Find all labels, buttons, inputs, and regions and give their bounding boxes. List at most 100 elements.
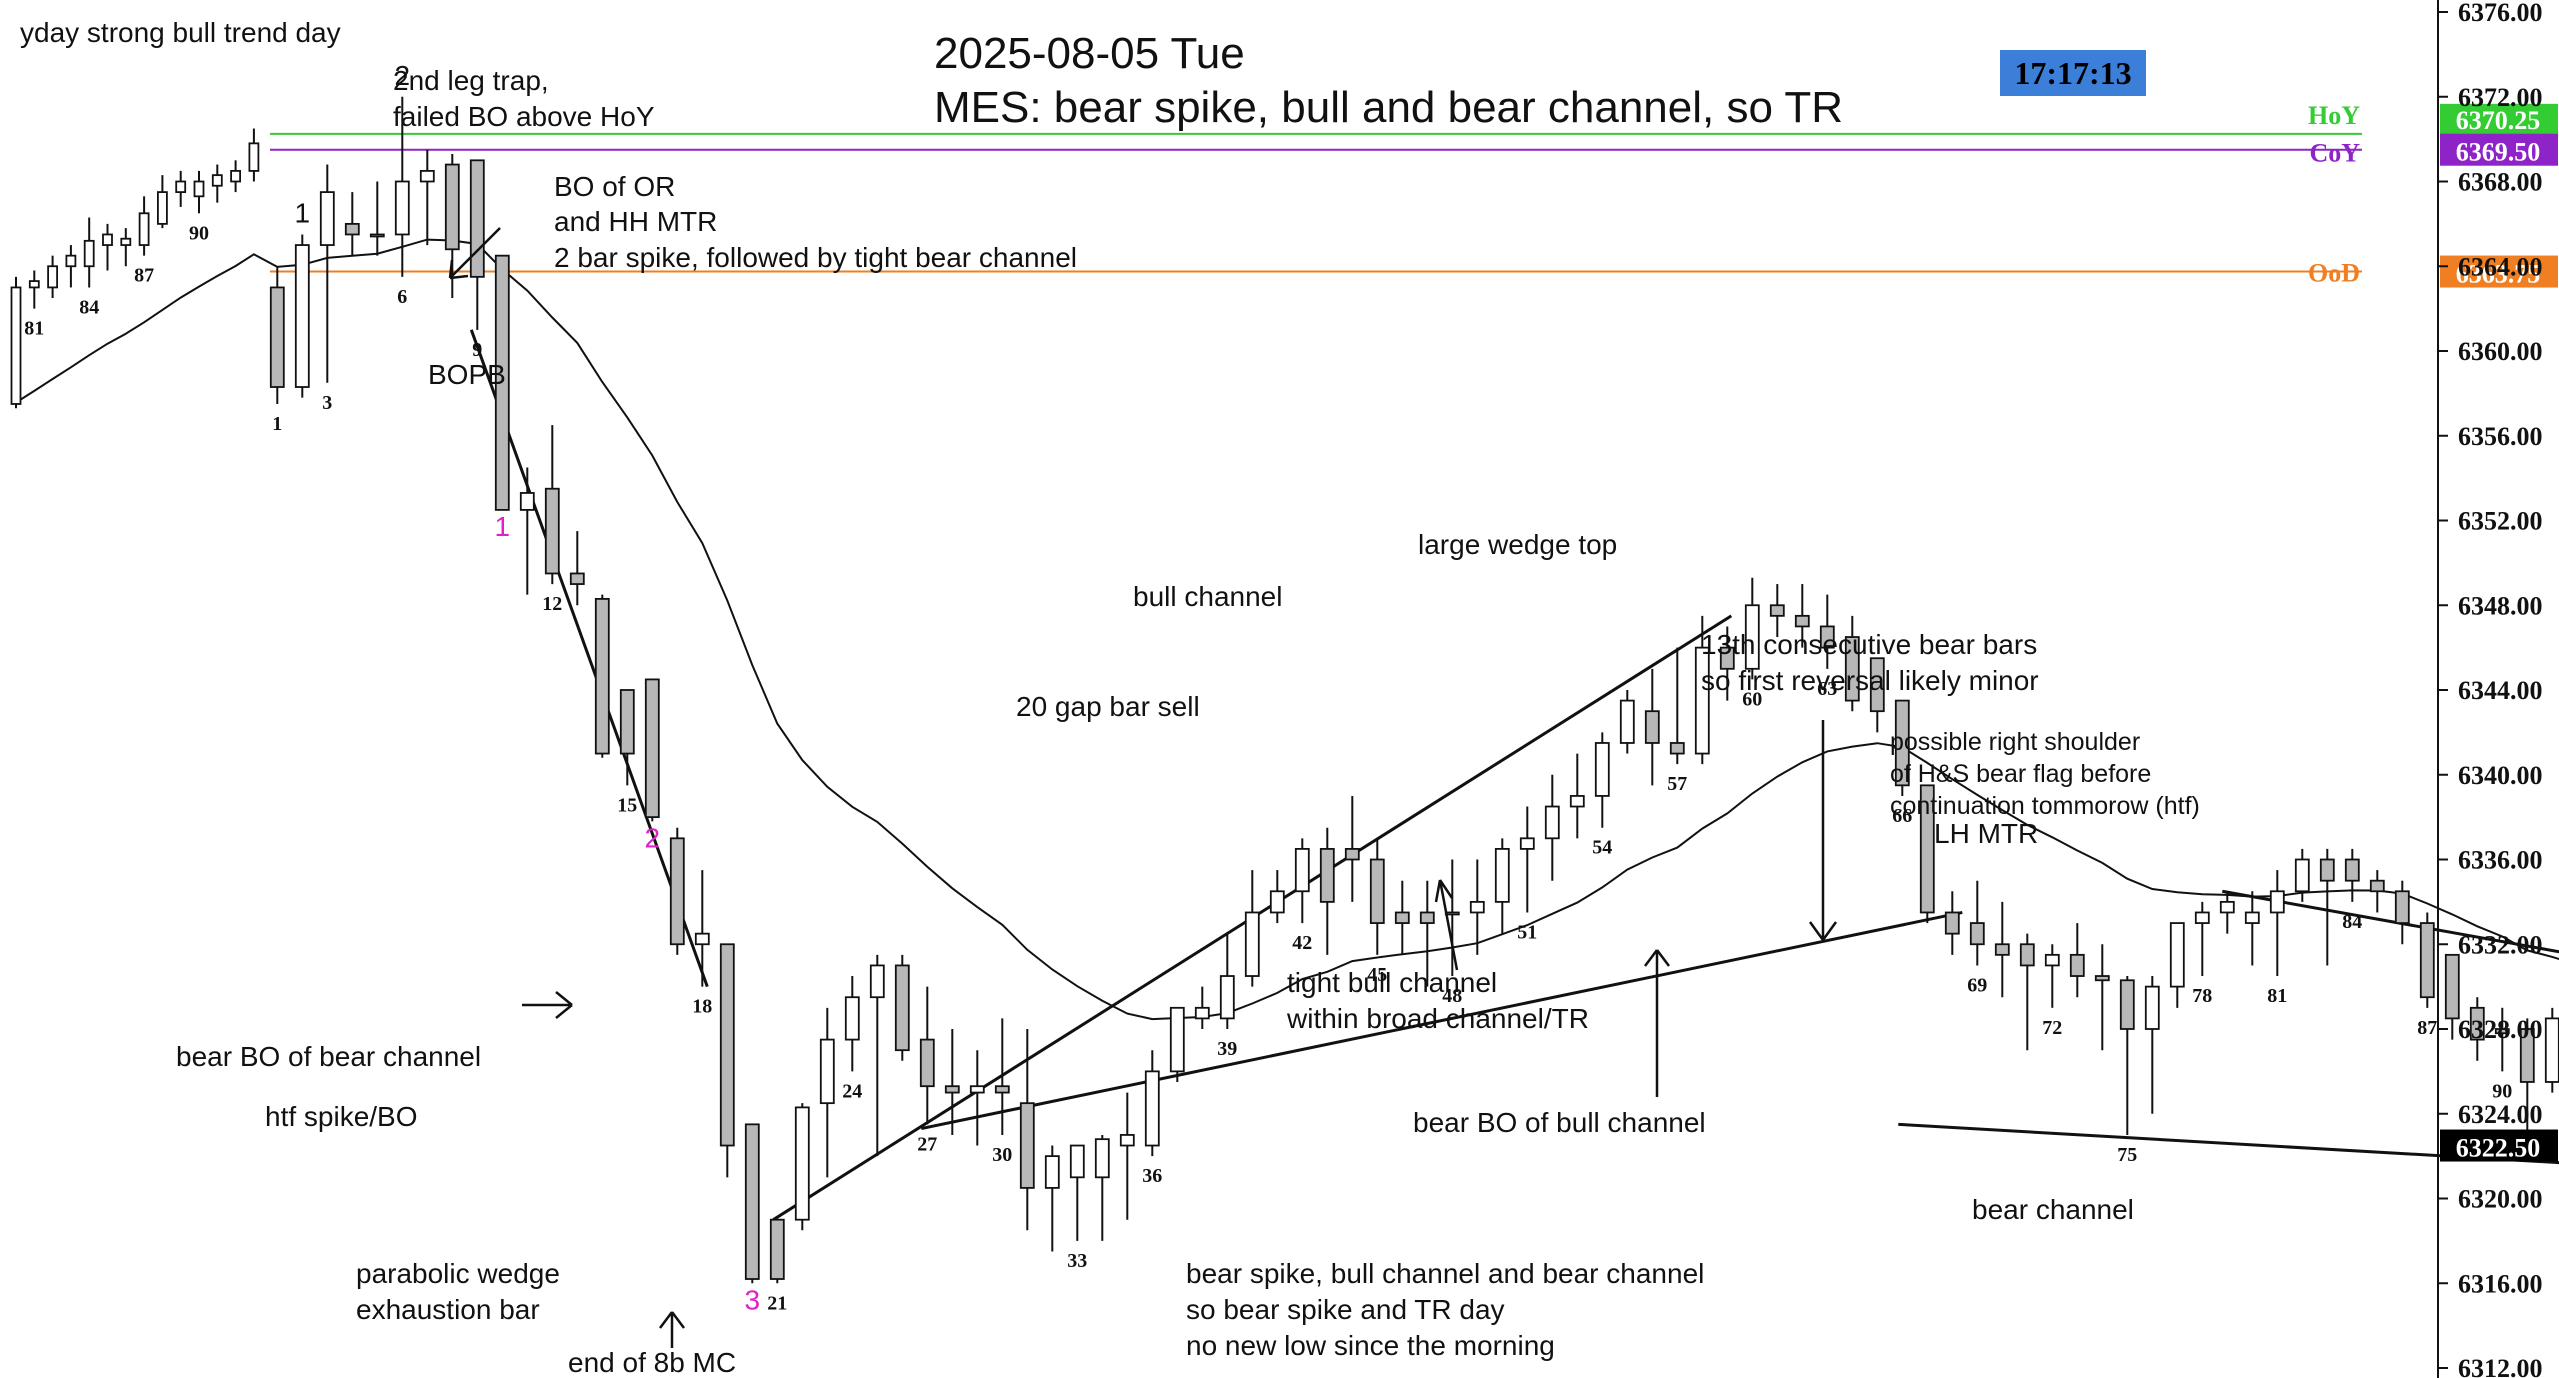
annotation-lh-mtr: LH MTR [1934, 818, 2038, 849]
axis-tick-label: 6364.00 [2458, 252, 2543, 281]
bar-1-body [269, 286, 285, 388]
axis-tick-label: 6360.00 [2458, 337, 2543, 366]
annotation-right-shoulder: possible right shoulder [1890, 728, 2140, 756]
bar-38-body [1194, 1006, 1210, 1020]
annotation-bear-bo-bull-channel: bear BO of bull channel [1413, 1107, 1706, 1138]
bar-68-body [1944, 911, 1960, 935]
level-label-ood: OoD [2308, 259, 2360, 288]
arrow-bo-of-or [448, 227, 501, 280]
bar-49-body [1469, 900, 1485, 914]
bar-23-body [819, 1038, 835, 1105]
arrow-end-of-mc [659, 1311, 685, 1348]
bar-number-label: 66 [1892, 805, 1912, 827]
bar-33-body [1069, 1144, 1085, 1179]
trendline-bear-channel-spike [469, 329, 709, 988]
bar-77-body [2169, 922, 2185, 988]
bar-number-label: 21 [767, 1292, 787, 1314]
axis-tick-label: 6372.00 [2458, 83, 2543, 112]
bar-40-body [1244, 911, 1260, 977]
axis-tick-label: 6328.00 [2458, 1015, 2543, 1044]
prev-bar-13-body [230, 170, 242, 183]
annotation-end-of-8b-mc: end of 8b MC [568, 1347, 736, 1378]
bar-number-label: 12 [542, 593, 562, 615]
bar-35-body [1119, 1134, 1135, 1147]
bar-number-label: 72 [2042, 1017, 2062, 1039]
bar-39-body [1219, 975, 1235, 1020]
bar-86-body [2394, 890, 2410, 924]
bar-62-body [1794, 614, 1810, 628]
bar-number-label: 87 [134, 265, 154, 287]
level-price-text-coy: 6369.50 [2456, 138, 2541, 167]
axis-tick-label: 6336.00 [2458, 846, 2543, 875]
bar-83-body [2319, 858, 2335, 882]
bar-32-body [1044, 1155, 1060, 1189]
bar-22-body [794, 1106, 810, 1221]
prev-bar-7-body [120, 237, 132, 246]
bar-number-label: 3 [322, 392, 332, 414]
bar-24-body [844, 996, 860, 1041]
bar-6-body [394, 180, 410, 236]
bar-47-body [1419, 911, 1435, 924]
bar-53-body [1569, 795, 1585, 808]
bar-90-body [2494, 1028, 2510, 1035]
bar-12-body [544, 487, 560, 575]
bar-number-label: 33 [1067, 1250, 1087, 1272]
annotation-continuation-tomorrow: continuation tommorow (htf) [1890, 792, 2200, 820]
axis-tick-label: 6320.00 [2458, 1185, 2543, 1214]
bar-4-body [344, 222, 360, 236]
bar-number-label: 78 [2192, 985, 2212, 1007]
bar-73-body [2069, 953, 2085, 977]
bar-number-label: 42 [1292, 932, 1312, 954]
bar-84-body [2344, 858, 2360, 882]
trendline-bear-channel-bottom [1898, 1122, 2559, 1165]
prev-bar-9-body [156, 191, 168, 225]
bar-58-body [1694, 646, 1710, 755]
bar-46-body [1394, 911, 1410, 924]
bar-number-label: 90 [2492, 1080, 2512, 1102]
bar-63-body [1819, 625, 1835, 649]
axis-tick-label: 6352.00 [2458, 507, 2543, 536]
bar-number-label: 24 [842, 1080, 862, 1102]
bar-number-label: 39 [1217, 1038, 1237, 1060]
bar-number-label: 54 [1592, 837, 1612, 859]
bar-66-body [1894, 699, 1910, 787]
bar-89-body [2469, 1006, 2485, 1041]
axis-tick-label: 6332.00 [2458, 930, 2543, 959]
bar-50-body [1494, 848, 1510, 903]
prev-bar-12-body [211, 174, 223, 187]
prev-bar-6-body [102, 233, 113, 246]
leg-count-label: 2 [645, 822, 661, 853]
annotation-hh-mtr: and HH MTR [554, 206, 717, 237]
bar-31-body [1019, 1102, 1035, 1189]
bar-9-body [469, 159, 485, 278]
bar-79-body [2219, 900, 2235, 914]
annotation-summary-3: no new low since the morning [1186, 1330, 1555, 1361]
bar-number-label: 1 [272, 413, 282, 435]
bar-number-label: 27 [917, 1133, 937, 1155]
annotation-summary-2: so bear spike and TR day [1186, 1294, 1505, 1325]
bar-5-body [369, 233, 385, 238]
axis-tick-label: 6348.00 [2458, 591, 2543, 620]
level-price-text-hoy: 6370.25 [2456, 106, 2541, 135]
annotation-bull-channel: bull channel [1133, 581, 1282, 612]
leg-count-label: 1 [295, 197, 311, 228]
bar-13-body [569, 572, 585, 585]
bar-30-body [994, 1085, 1010, 1094]
bar-85-body [2369, 879, 2385, 893]
bar-41-body [1269, 890, 1285, 914]
chart-title-summary: MES: bear spike, bull and bear channel, … [934, 83, 1843, 132]
annotation-hs-bear-flag: of H&S bear flag before [1890, 760, 2151, 788]
annotation-htf-spike: htf spike/BO [265, 1101, 418, 1132]
bar-82-body [2294, 858, 2310, 893]
bar-71-body [2019, 943, 2035, 967]
bar-45-body [1369, 858, 1385, 924]
leg-count-label: 2 [395, 60, 411, 91]
bar-21-body [769, 1218, 785, 1280]
bar-92-body [2544, 1017, 2559, 1083]
axis-tick-label: 6312.00 [2458, 1354, 2543, 1378]
bar-number-label: 51 [1517, 921, 1537, 943]
level-label-hoy: HoY [2308, 101, 2360, 130]
bar-48-body [1444, 911, 1460, 916]
annotation-large-wedge-top: large wedge top [1418, 529, 1617, 560]
